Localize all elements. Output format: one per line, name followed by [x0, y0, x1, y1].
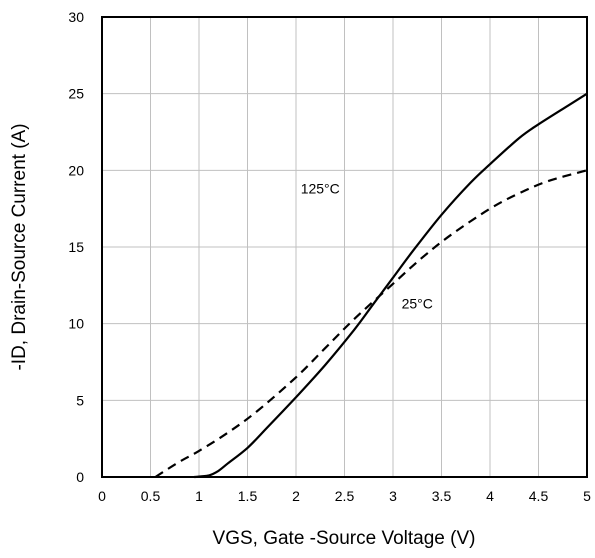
y-tick-label: 30 [68, 9, 84, 25]
y-tick-labels: 0 5 10 15 20 25 30 [68, 9, 84, 485]
x-tick-label: 4 [486, 488, 494, 504]
x-axis-title: VGS, Gate -Source Voltage (V) [213, 528, 476, 549]
x-tick-label: 0 [98, 488, 106, 504]
series-lines [154, 92, 588, 479]
x-tick-label: 2.5 [335, 488, 355, 504]
x-tick-label: 5 [583, 488, 591, 504]
y-tick-label: 20 [68, 162, 84, 178]
series-line-dashed [154, 169, 588, 478]
annotation-label: 25°C [402, 295, 433, 311]
y-tick-label: 10 [68, 316, 84, 332]
grid-lines [101, 16, 588, 478]
y-tick-label: 5 [76, 392, 84, 408]
y-axis-title: -ID, Drain-Source Current (A) [9, 123, 30, 370]
x-tick-label: 0.5 [141, 488, 161, 504]
x-tick-labels: 0 0.5 1 1.5 2 2.5 3 3.5 4 4.5 5 [98, 488, 591, 504]
plot-frame [101, 16, 588, 478]
x-tick-label: 1 [195, 488, 203, 504]
annotations: 125°C 25°C [301, 180, 433, 311]
x-tick-label: 4.5 [529, 488, 549, 504]
x-tick-label: 3 [389, 488, 397, 504]
series-line-solid [194, 92, 588, 479]
annotation-label: 125°C [301, 180, 340, 196]
x-tick-label: 1.5 [238, 488, 258, 504]
y-tick-label: 15 [68, 239, 84, 255]
x-tick-label: 2 [292, 488, 300, 504]
y-tick-label: 0 [76, 469, 84, 485]
x-tick-label: 3.5 [432, 488, 452, 504]
y-tick-label: 25 [68, 86, 84, 102]
